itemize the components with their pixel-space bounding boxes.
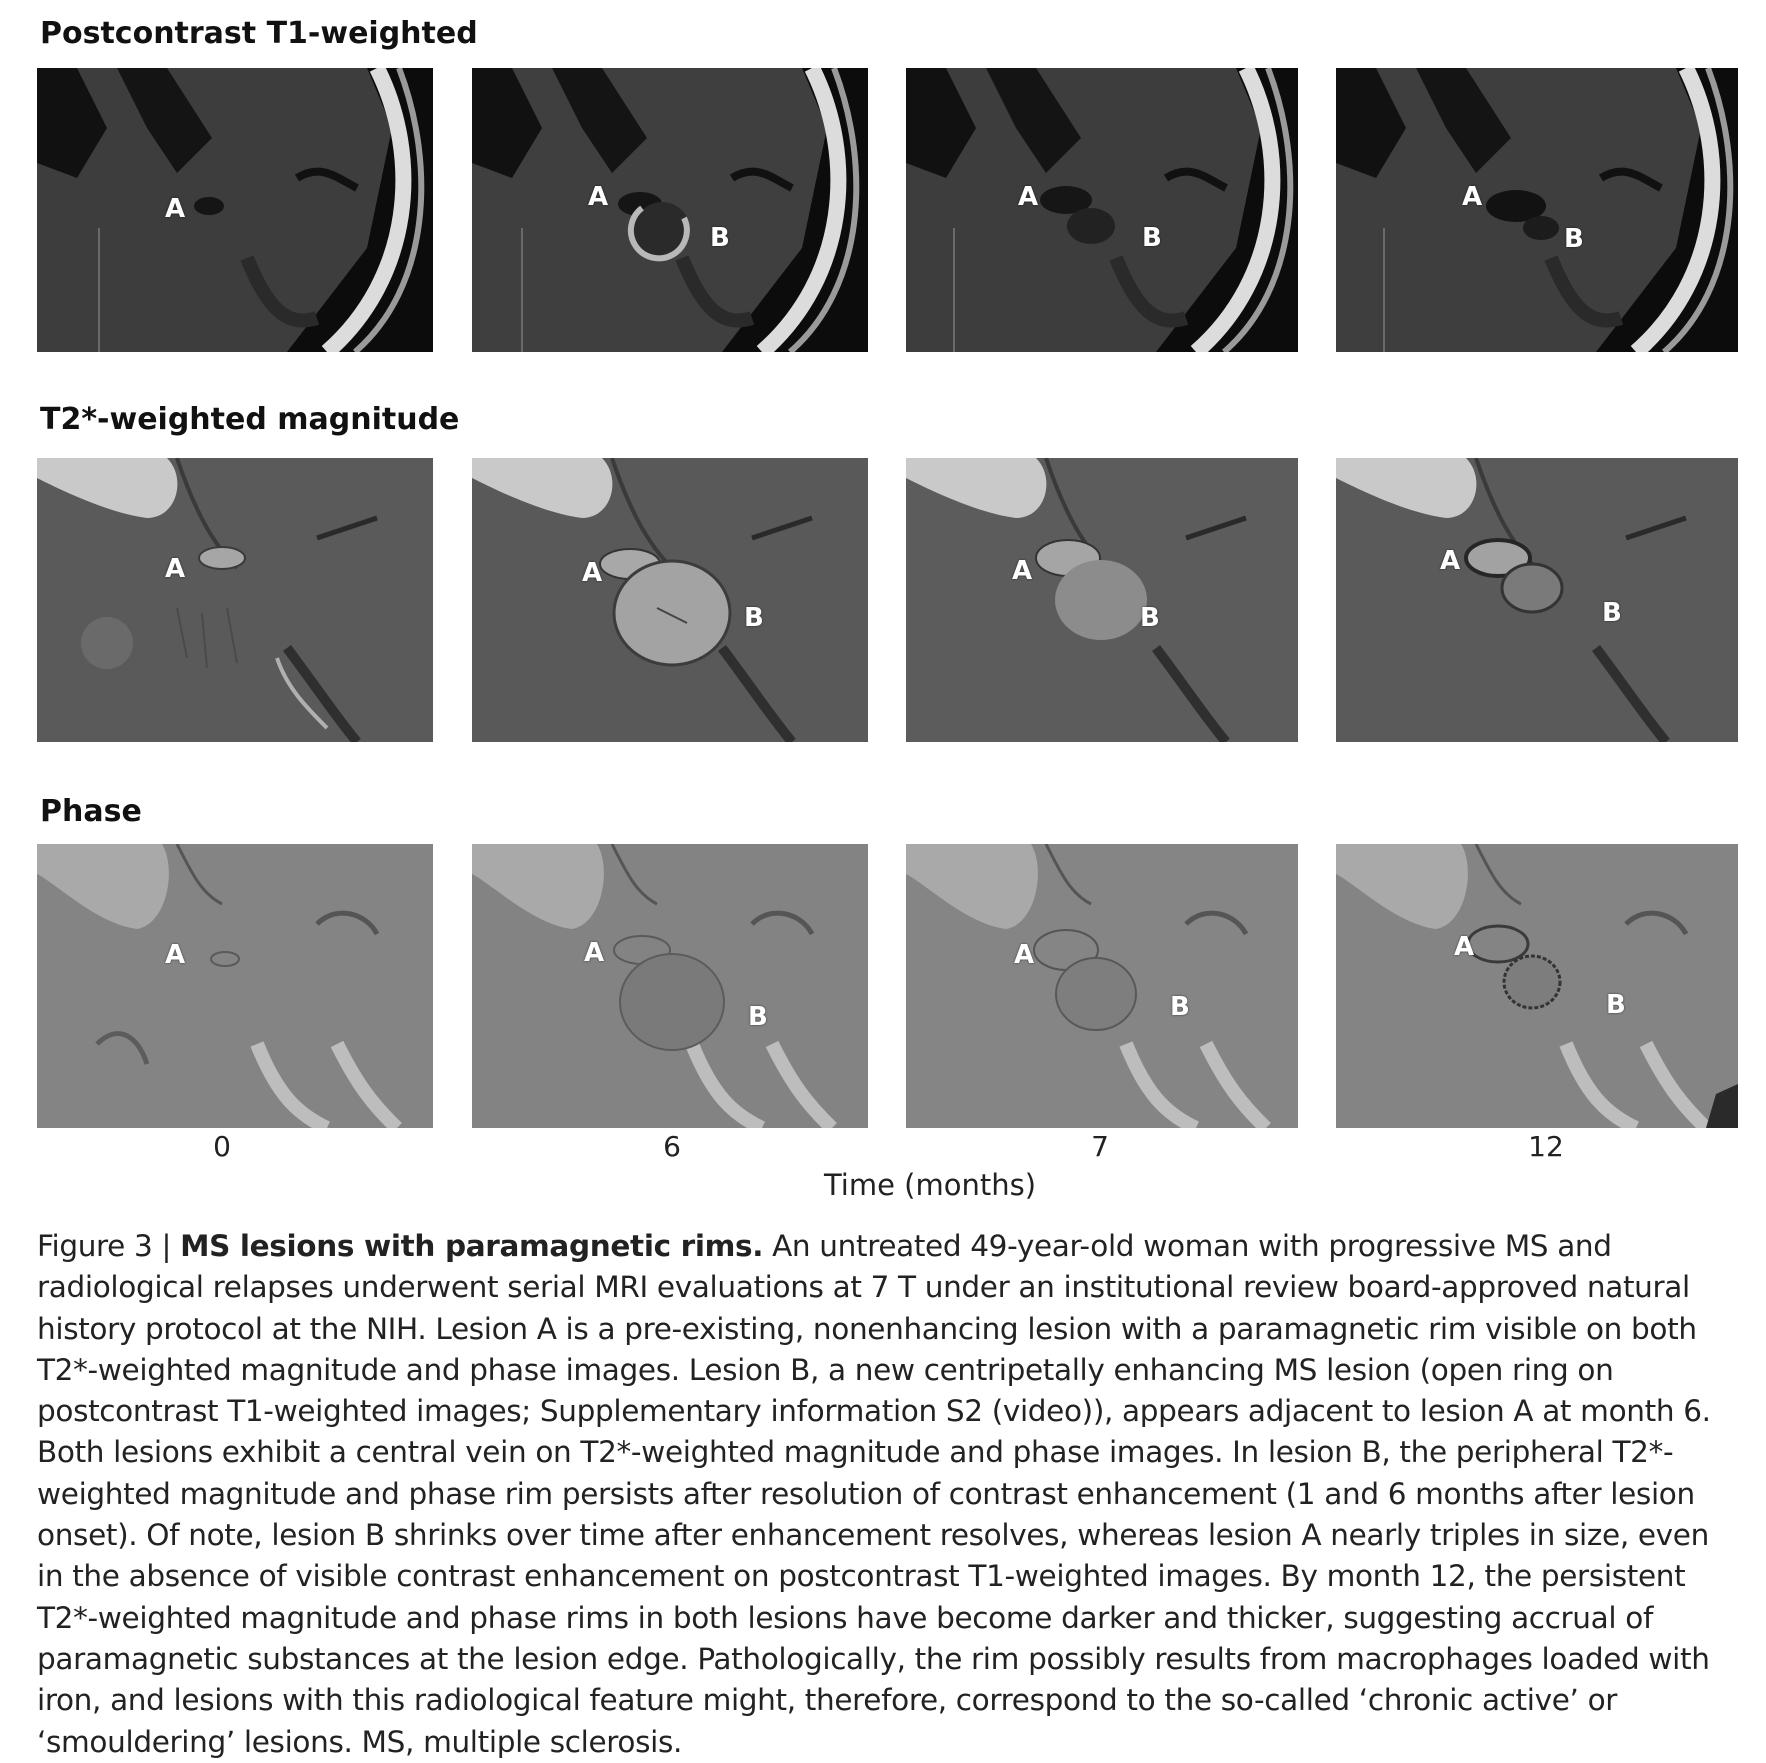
lesion-b-label: B [710,223,730,253]
lesion-a-label: A [165,940,186,970]
lesion-a-label: A [1454,932,1475,962]
mri-panel-t2star-month-0: A [37,458,433,742]
row-title-t1: Postcontrast T1-weighted [40,16,478,51]
time-axis-label: Time (months) [823,1168,1037,1202]
lesion-a-label: A [1018,182,1039,212]
mri-panel-t1-month-12: A B [1336,68,1738,352]
mri-panel-t1-month-6: A B [472,68,868,352]
figure-number: Figure 3 | [37,1229,181,1263]
lesion-a-label: A [1014,940,1035,970]
mri-panel-t2star-month-7: A B [906,458,1298,742]
figure-caption-title: MS lesions with paramagnetic rims. [180,1229,764,1263]
time-tick-6: 6 [663,1130,681,1163]
lesion-a-label: A [165,194,186,224]
lesion-b-label: B [744,603,764,633]
mri-panel-phase-month-7: A B [906,844,1298,1128]
row-title-phase: Phase [40,794,142,829]
lesion-b-label: B [1140,603,1160,633]
figure-caption: Figure 3 | MS lesions with paramagnetic … [37,1226,1737,1763]
lesion-a-label: A [165,554,186,584]
mri-panel-phase-month-6: A B [472,844,868,1128]
time-tick-12: 12 [1528,1130,1564,1163]
lesion-a-label: A [582,558,603,588]
lesion-b-label: B [1170,992,1190,1022]
time-tick-7: 7 [1091,1130,1109,1163]
lesion-b-label: B [1564,224,1584,254]
lesion-a-label: A [1440,546,1461,576]
lesion-b-label: B [748,1002,768,1032]
lesion-b-label: B [1142,223,1162,253]
mri-panel-phase-month-12: A B [1336,844,1738,1128]
figure-caption-body: An untreated 49-year-old woman with prog… [37,1229,1711,1759]
mri-panel-t1-month-7: A B [906,68,1298,352]
lesion-b-label: B [1602,598,1622,628]
mri-panel-phase-month-0: A [37,844,433,1128]
lesion-a-label: A [1012,556,1033,586]
row-title-t2star: T2*-weighted magnitude [40,402,460,437]
lesion-a-label: A [584,938,605,968]
mri-panel-t2star-month-6: A B [472,458,868,742]
mri-panel-t2star-month-12: A B [1336,458,1738,742]
lesion-b-label: B [1606,990,1626,1020]
lesion-a-label: A [588,182,609,212]
time-tick-0: 0 [213,1130,231,1163]
lesion-a-label: A [1462,182,1483,212]
mri-panel-t1-month-0: A [37,68,433,352]
